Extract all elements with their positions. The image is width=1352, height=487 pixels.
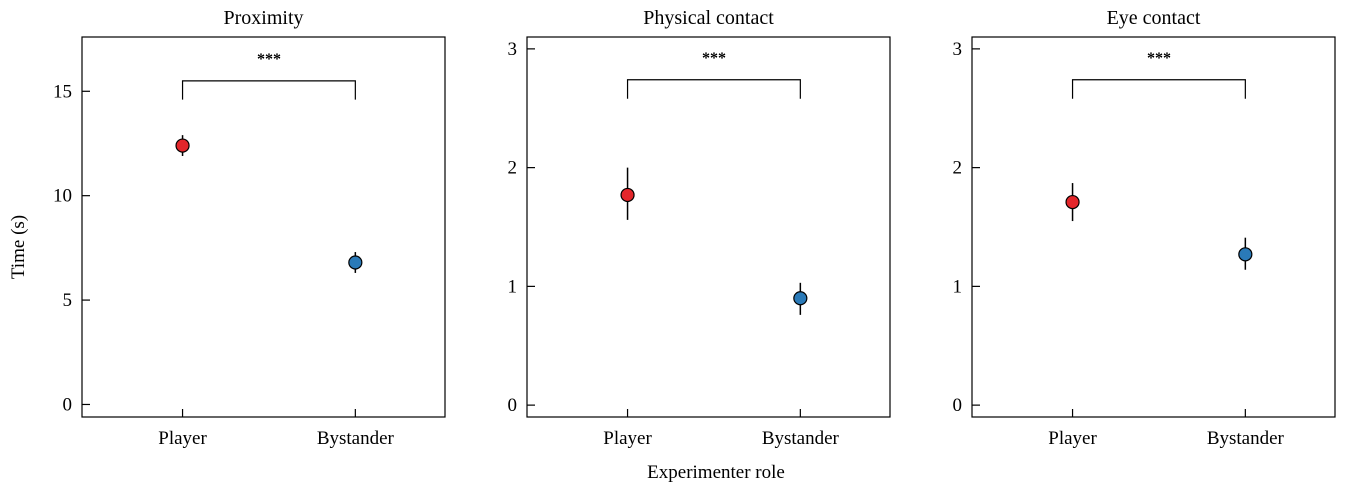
x-tick-label: Player — [158, 428, 207, 449]
data-point-bystander — [348, 255, 363, 270]
plot-frame — [81, 36, 446, 418]
x-tick-label: Bystander — [1207, 428, 1285, 449]
y-axis-label: Time (s) — [8, 215, 29, 279]
y-tick-label: 2 — [508, 158, 518, 179]
x-axis-label: Experimenter role — [647, 462, 785, 483]
significance-label: *** — [702, 50, 726, 67]
y-tick-label: 5 — [63, 290, 73, 311]
y-tick-label: 1 — [508, 276, 518, 297]
y-tick-label: 1 — [953, 276, 963, 297]
y-tick-label: 2 — [953, 158, 963, 179]
y-tick-label: 10 — [53, 186, 72, 207]
x-tick-label: Bystander — [762, 428, 840, 449]
data-point-bystander — [793, 291, 808, 306]
plot-frame — [971, 36, 1336, 418]
panel-3: Eye contact 0 1 2 3 Player Bystander *** — [953, 7, 1336, 449]
y-tick-label: 0 — [63, 394, 73, 415]
significance-bracket — [1071, 79, 1246, 99]
data-point-player — [175, 138, 190, 153]
panel-1: Proximity 0 5 10 15 Player Bystander *** — [53, 7, 446, 449]
y-tick-label: 3 — [508, 39, 518, 60]
plot-frame — [526, 36, 891, 418]
significance-bracket — [181, 80, 356, 100]
y-tick-label: 15 — [53, 81, 72, 102]
data-point-player — [1065, 194, 1080, 210]
x-tick-label: Player — [1048, 428, 1097, 449]
panel-title: Proximity — [223, 7, 303, 29]
data-point-player — [620, 187, 635, 203]
x-tick-label: Bystander — [317, 428, 395, 449]
panel-title: Eye contact — [1107, 7, 1201, 29]
significance-bracket — [626, 79, 801, 99]
y-tick-label: 0 — [953, 395, 963, 416]
panel-title: Physical contact — [643, 7, 774, 29]
significance-label: *** — [257, 51, 281, 68]
y-tick-label: 3 — [953, 39, 963, 60]
significance-label: *** — [1147, 50, 1171, 67]
data-point-bystander — [1238, 247, 1253, 262]
x-tick-label: Player — [603, 428, 652, 449]
panel-2: Physical contact 0 1 2 3 Player Bystander *** — [508, 7, 891, 449]
y-tick-label: 0 — [508, 395, 518, 416]
